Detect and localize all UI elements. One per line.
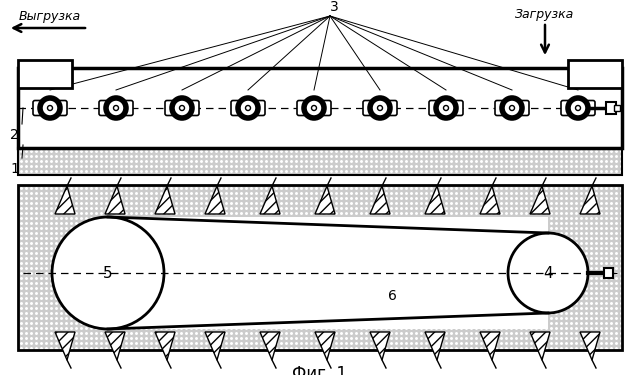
Polygon shape [480,186,500,214]
Text: 3: 3 [330,0,339,14]
Bar [18,68,622,148]
Polygon shape [205,186,225,214]
Polygon shape [580,332,600,360]
Circle shape [106,98,126,118]
Circle shape [509,105,515,111]
Polygon shape [105,186,125,214]
FancyBboxPatch shape [363,100,397,116]
Circle shape [568,98,588,118]
Bar [18,60,72,88]
Circle shape [246,105,250,111]
Polygon shape [55,332,75,360]
Circle shape [40,98,60,118]
Bar [614,105,620,111]
Circle shape [444,105,449,111]
Bar [606,102,616,114]
Bar [18,185,622,350]
Circle shape [502,98,522,118]
Polygon shape [205,332,225,360]
Circle shape [238,98,258,118]
Text: Фиг. 1: Фиг. 1 [292,365,348,375]
Circle shape [179,105,184,111]
FancyBboxPatch shape [165,100,199,116]
Text: Выгрузка: Выгрузка [19,10,81,23]
Text: 6: 6 [388,289,397,303]
Polygon shape [105,332,125,360]
Circle shape [436,98,456,118]
Circle shape [113,105,118,111]
Bar [604,268,613,278]
Polygon shape [55,186,75,214]
Polygon shape [425,332,445,360]
Polygon shape [315,186,335,214]
FancyBboxPatch shape [561,100,595,116]
Polygon shape [370,186,390,214]
Text: 5: 5 [103,266,113,280]
Polygon shape [530,186,550,214]
Circle shape [47,105,52,111]
Polygon shape [480,332,500,360]
FancyBboxPatch shape [33,100,67,116]
Circle shape [508,233,588,313]
FancyBboxPatch shape [231,100,265,116]
Bar [18,148,622,175]
Circle shape [370,98,390,118]
Polygon shape [260,186,280,214]
Bar [568,60,622,88]
Text: 1: 1 [10,162,19,176]
FancyBboxPatch shape [429,100,463,116]
Polygon shape [155,332,175,360]
Bar [18,148,622,175]
Circle shape [52,217,164,329]
Polygon shape [530,332,550,360]
Bar [108,217,548,329]
FancyBboxPatch shape [495,100,529,116]
Polygon shape [155,186,175,214]
Circle shape [312,105,317,111]
Polygon shape [580,186,600,214]
Text: 2: 2 [10,128,19,142]
Text: 4: 4 [543,266,553,280]
Circle shape [304,98,324,118]
Bar [18,185,622,350]
Polygon shape [370,332,390,360]
Polygon shape [425,186,445,214]
FancyBboxPatch shape [297,100,331,116]
Polygon shape [315,332,335,360]
Polygon shape [260,332,280,360]
Circle shape [575,105,580,111]
Circle shape [378,105,383,111]
FancyBboxPatch shape [99,100,133,116]
Circle shape [172,98,192,118]
Text: Загрузка: Загрузка [515,8,575,21]
